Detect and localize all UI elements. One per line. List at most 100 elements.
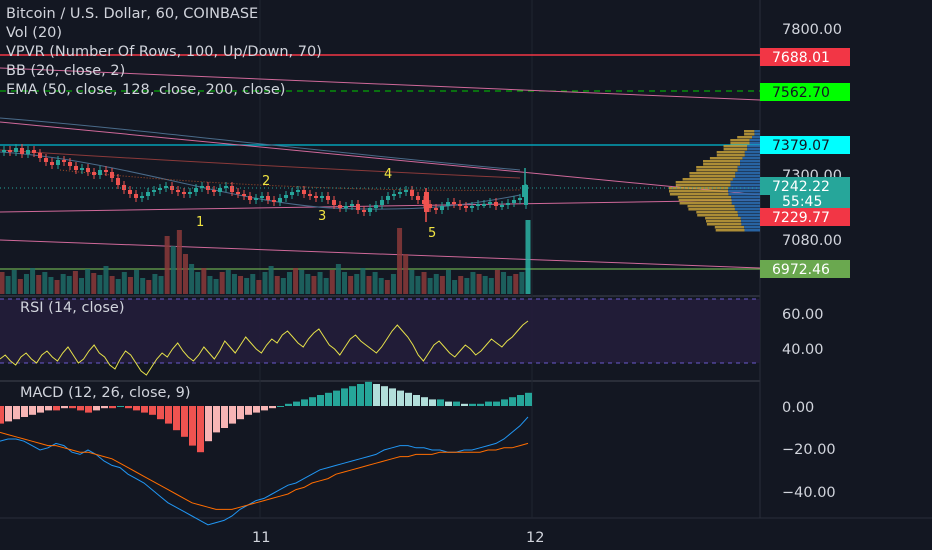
candle[interactable] [104, 170, 108, 172]
candle[interactable] [374, 205, 378, 208]
legend-vol[interactable]: Vol (20) [6, 25, 63, 41]
rsi-label[interactable]: RSI (14, close) [20, 300, 125, 316]
candle[interactable] [26, 150, 30, 154]
symbol-title[interactable]: Bitcoin / U.S. Dollar, 60, COINBASE [6, 6, 259, 22]
candle[interactable] [344, 206, 348, 208]
price-badge[interactable] [760, 260, 850, 278]
candle[interactable] [518, 198, 522, 200]
candle[interactable] [308, 194, 312, 196]
candle[interactable] [116, 178, 120, 185]
candle[interactable] [146, 192, 150, 196]
candle[interactable] [446, 202, 450, 206]
candle[interactable] [440, 206, 444, 210]
candle[interactable] [92, 172, 96, 175]
candle[interactable] [302, 190, 306, 194]
candle[interactable] [164, 186, 168, 188]
legend-ema[interactable]: EMA (50, close, 128, close, 200, close) [6, 82, 286, 98]
candle[interactable] [434, 208, 438, 210]
candle[interactable] [320, 196, 324, 198]
candle[interactable] [290, 192, 294, 195]
candle[interactable] [350, 204, 354, 206]
candle[interactable] [254, 198, 258, 200]
price-badge[interactable] [760, 48, 850, 66]
candle[interactable] [176, 190, 180, 192]
candle[interactable] [236, 192, 240, 194]
candle[interactable] [80, 168, 84, 170]
candle[interactable] [424, 192, 429, 212]
candle[interactable] [494, 202, 498, 206]
candle[interactable] [242, 194, 246, 196]
candle[interactable] [380, 200, 384, 205]
candle[interactable] [278, 198, 282, 202]
candle[interactable] [110, 172, 114, 178]
price-badge[interactable] [760, 177, 850, 195]
candle[interactable] [140, 196, 144, 198]
candle[interactable] [260, 196, 264, 198]
candle[interactable] [266, 196, 270, 200]
candle[interactable] [464, 206, 468, 208]
candle[interactable] [522, 185, 528, 197]
candle[interactable] [218, 188, 222, 192]
price-badge[interactable] [770, 192, 850, 210]
candle[interactable] [2, 150, 6, 152]
candle[interactable] [200, 186, 204, 188]
candle[interactable] [392, 194, 396, 196]
candle[interactable] [20, 148, 24, 154]
candle[interactable] [410, 190, 414, 196]
candle[interactable] [158, 188, 162, 190]
candle[interactable] [86, 168, 90, 172]
candle[interactable] [44, 158, 48, 162]
candle[interactable] [458, 204, 462, 206]
candle[interactable] [488, 202, 492, 204]
candle[interactable] [296, 190, 300, 192]
candle[interactable] [500, 205, 504, 207]
candle[interactable] [284, 195, 288, 198]
candle[interactable] [230, 186, 234, 192]
candle[interactable] [134, 194, 138, 198]
candle[interactable] [398, 192, 402, 194]
candle[interactable] [224, 186, 228, 188]
candle[interactable] [50, 162, 54, 165]
candle[interactable] [74, 166, 78, 170]
candle[interactable] [32, 150, 36, 153]
candle[interactable] [38, 153, 42, 158]
candle[interactable] [512, 200, 516, 203]
candle[interactable] [452, 202, 456, 204]
candle[interactable] [386, 196, 390, 200]
candle[interactable] [326, 196, 330, 200]
price-badge[interactable] [760, 136, 850, 154]
candle[interactable] [338, 205, 342, 208]
candle[interactable] [248, 196, 252, 200]
candle[interactable] [68, 162, 72, 166]
candle[interactable] [368, 208, 372, 212]
candle[interactable] [476, 204, 480, 206]
candle[interactable] [212, 190, 216, 192]
candle[interactable] [428, 204, 432, 208]
candle[interactable] [14, 148, 18, 152]
candle[interactable] [98, 170, 102, 175]
candle[interactable] [182, 192, 186, 194]
candle[interactable] [470, 206, 474, 208]
candle[interactable] [314, 196, 318, 198]
candle[interactable] [128, 190, 132, 194]
legend-bb[interactable]: BB (20, close, 2) [6, 63, 126, 79]
price-badge[interactable] [760, 208, 850, 226]
candle[interactable] [404, 190, 408, 192]
candle[interactable] [362, 210, 366, 212]
candle[interactable] [482, 204, 486, 206]
candle[interactable] [356, 204, 360, 210]
candle[interactable] [62, 160, 66, 162]
candle[interactable] [272, 200, 276, 202]
candle[interactable] [506, 203, 510, 205]
candle[interactable] [332, 200, 336, 205]
macd-label[interactable]: MACD (12, 26, close, 9) [20, 385, 191, 401]
candle[interactable] [416, 196, 420, 200]
candle[interactable] [194, 188, 198, 192]
candle[interactable] [152, 190, 156, 192]
candle[interactable] [188, 192, 192, 194]
candle[interactable] [8, 150, 12, 152]
legend-vpvr[interactable]: VPVR (Number Of Rows, 100, Up/Down, 70) [6, 44, 322, 60]
candle[interactable] [56, 160, 60, 165]
